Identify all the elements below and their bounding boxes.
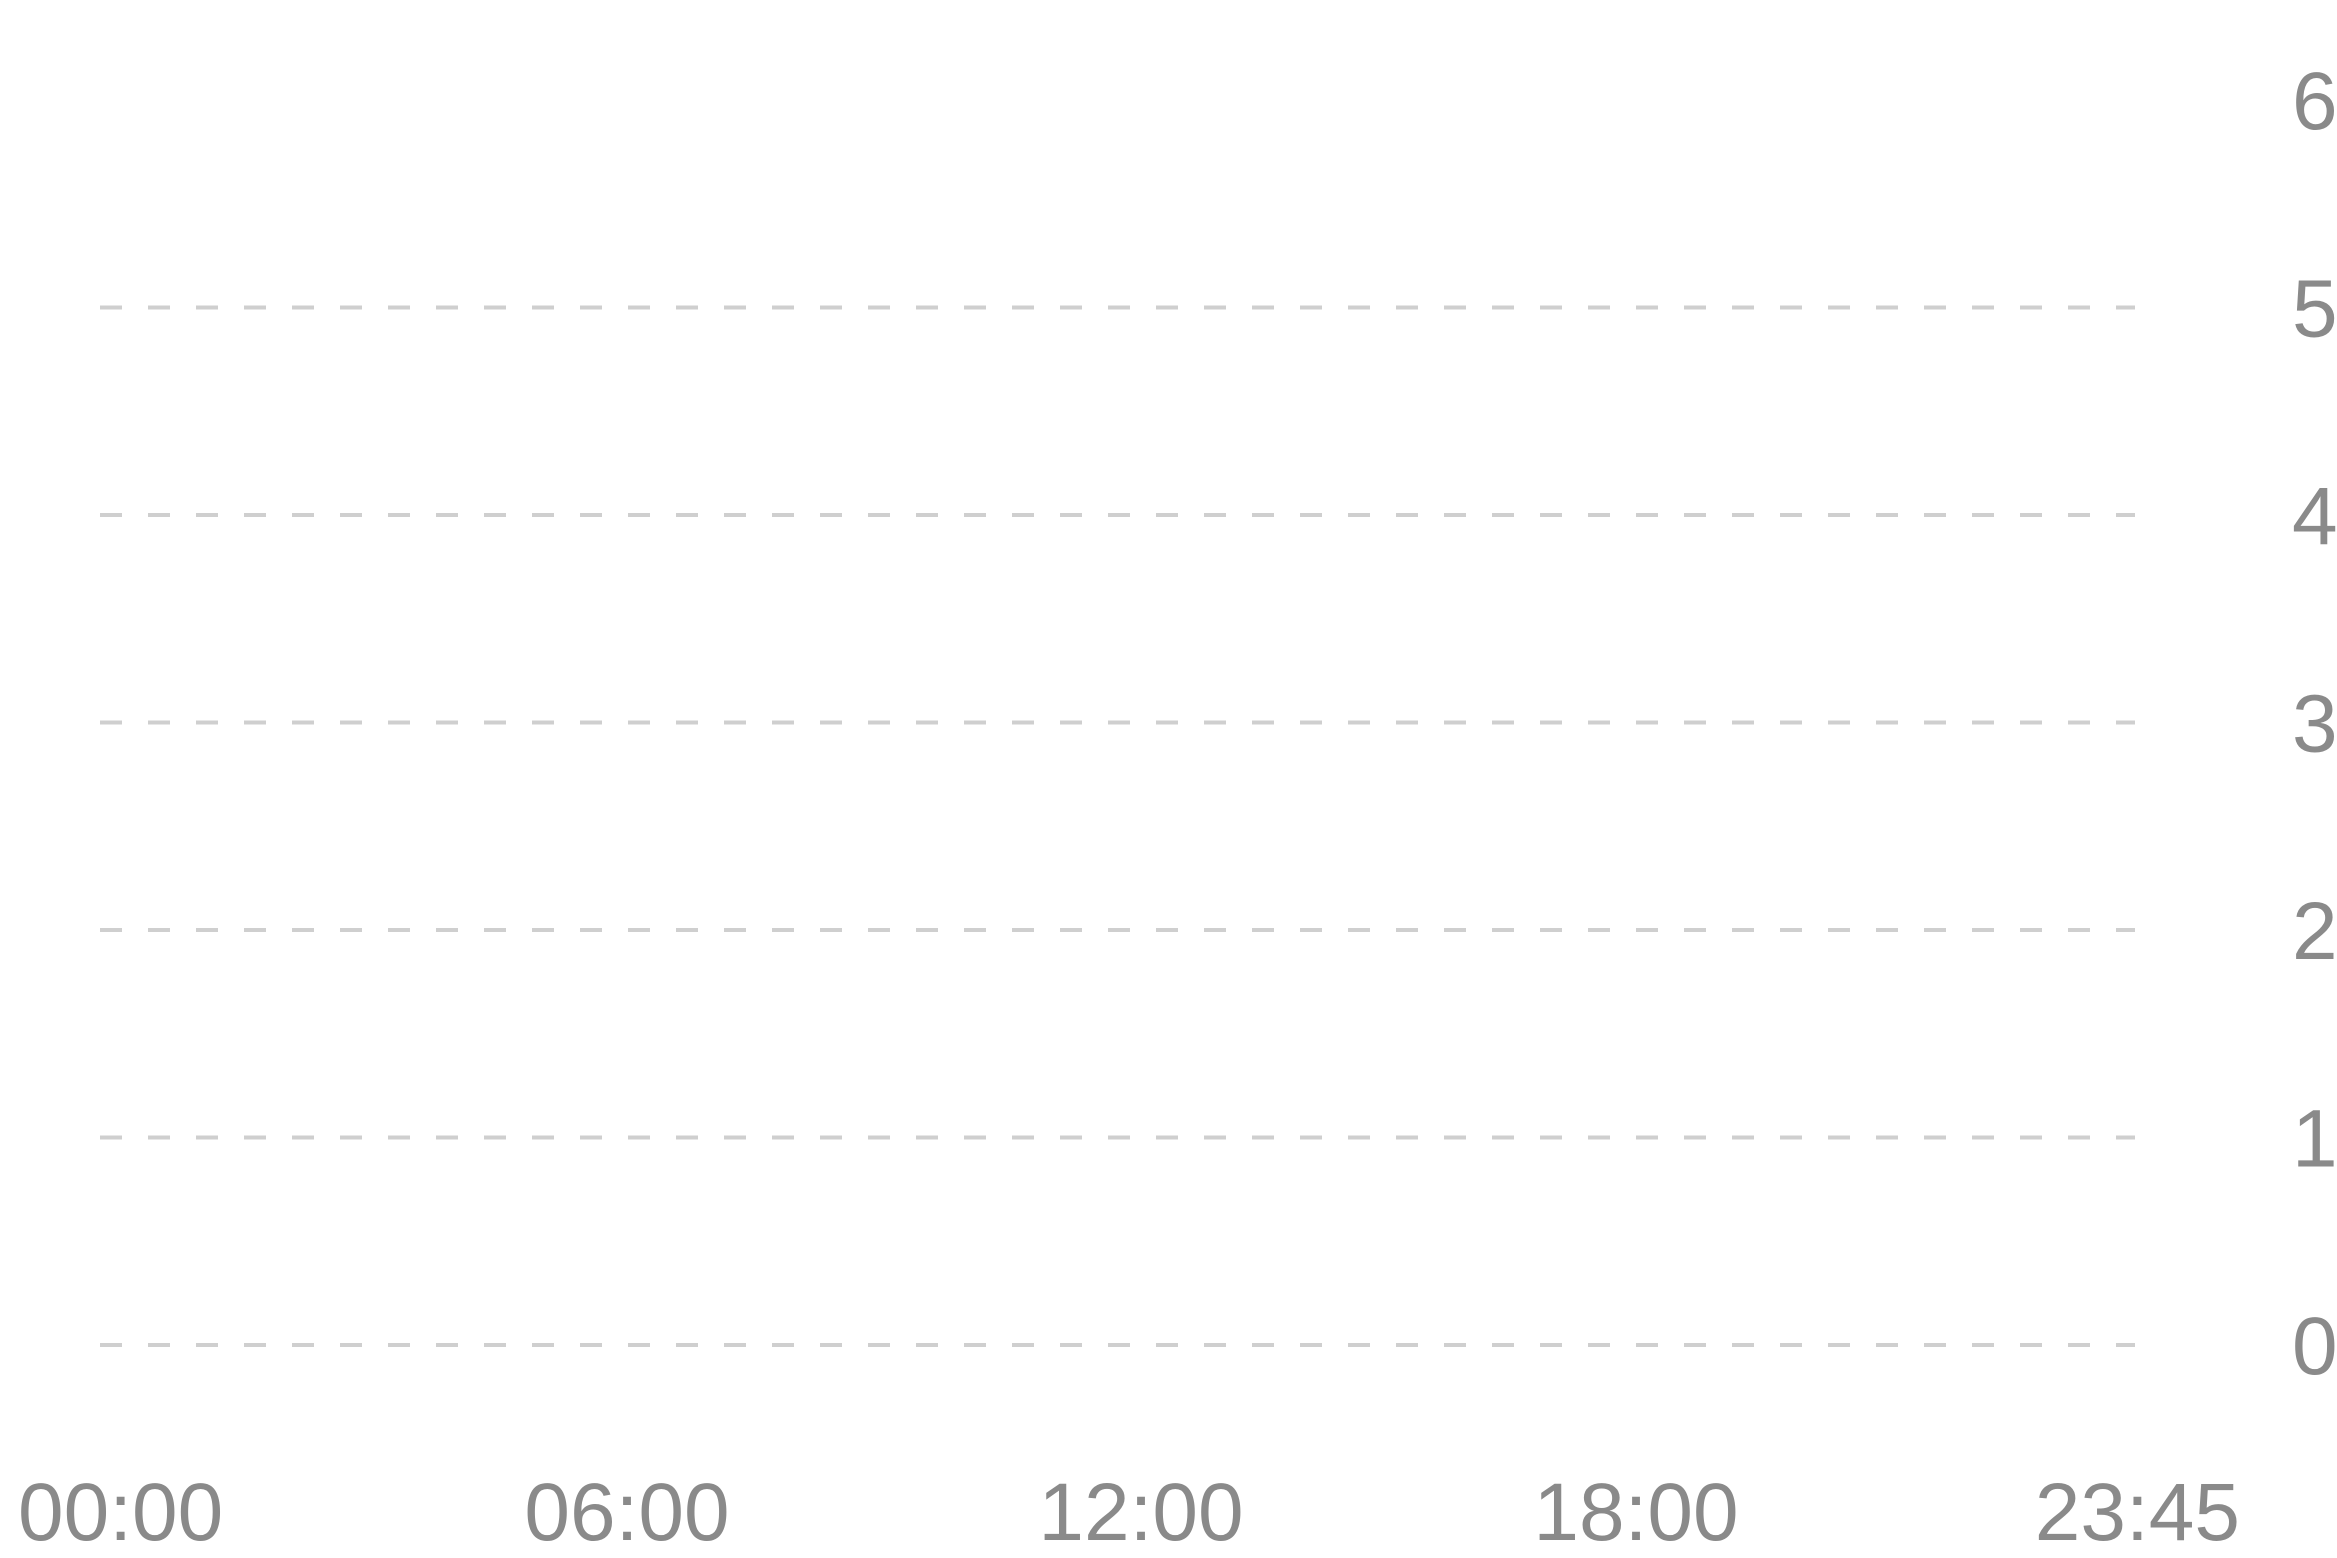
y-tick-label-3: 3: [2292, 679, 2337, 770]
x-tick-label-0: 00:00: [18, 1467, 223, 1558]
x-axis-ticks: 00:00 06:00 12:00 18:00 23:45: [18, 1467, 2240, 1558]
x-tick-label-3: 18:00: [1533, 1467, 1738, 1558]
x-tick-label-2: 12:00: [1038, 1467, 1243, 1558]
y-tick-label-1: 1: [2292, 1094, 2337, 1185]
gridlines: [100, 305, 2135, 1347]
y-tick-label-2: 2: [2292, 886, 2337, 977]
x-tick-label-4: 23:45: [2035, 1467, 2240, 1558]
y-tick-label-6: 6: [2292, 56, 2337, 147]
y-tick-label-4: 4: [2292, 471, 2337, 562]
y-tick-label-0: 0: [2292, 1301, 2337, 1392]
x-tick-label-1: 06:00: [524, 1467, 729, 1558]
y-tick-label-5: 5: [2292, 264, 2337, 355]
y-axis-ticks: 0 1 2 3 4 5 6: [2292, 56, 2337, 1392]
